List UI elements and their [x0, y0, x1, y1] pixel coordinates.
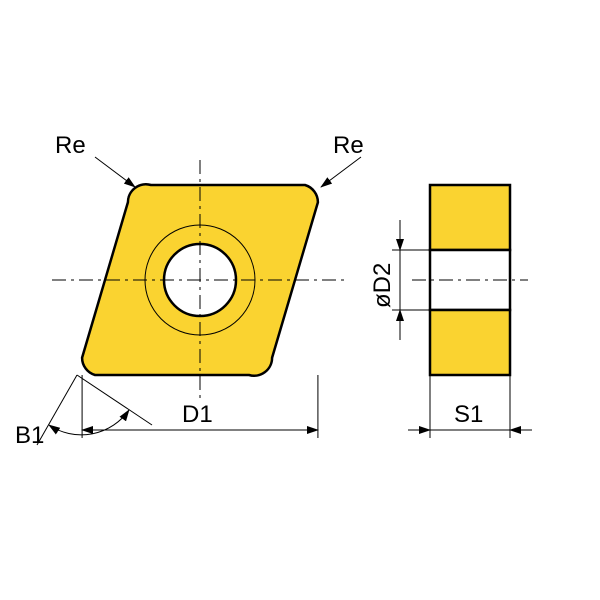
b1-ext-2	[77, 375, 152, 425]
label-s1: S1	[454, 401, 483, 428]
b1-arc	[49, 410, 129, 435]
label-d2: øD2	[369, 263, 396, 308]
label-b1: B1	[15, 422, 44, 449]
leader-re-right	[321, 157, 361, 187]
label-re-left: Re	[55, 132, 86, 159]
side-top	[430, 185, 510, 250]
leader-re-left	[95, 157, 135, 187]
label-d1: D1	[182, 401, 213, 428]
label-re-right: Re	[333, 132, 364, 159]
side-bottom	[430, 310, 510, 375]
